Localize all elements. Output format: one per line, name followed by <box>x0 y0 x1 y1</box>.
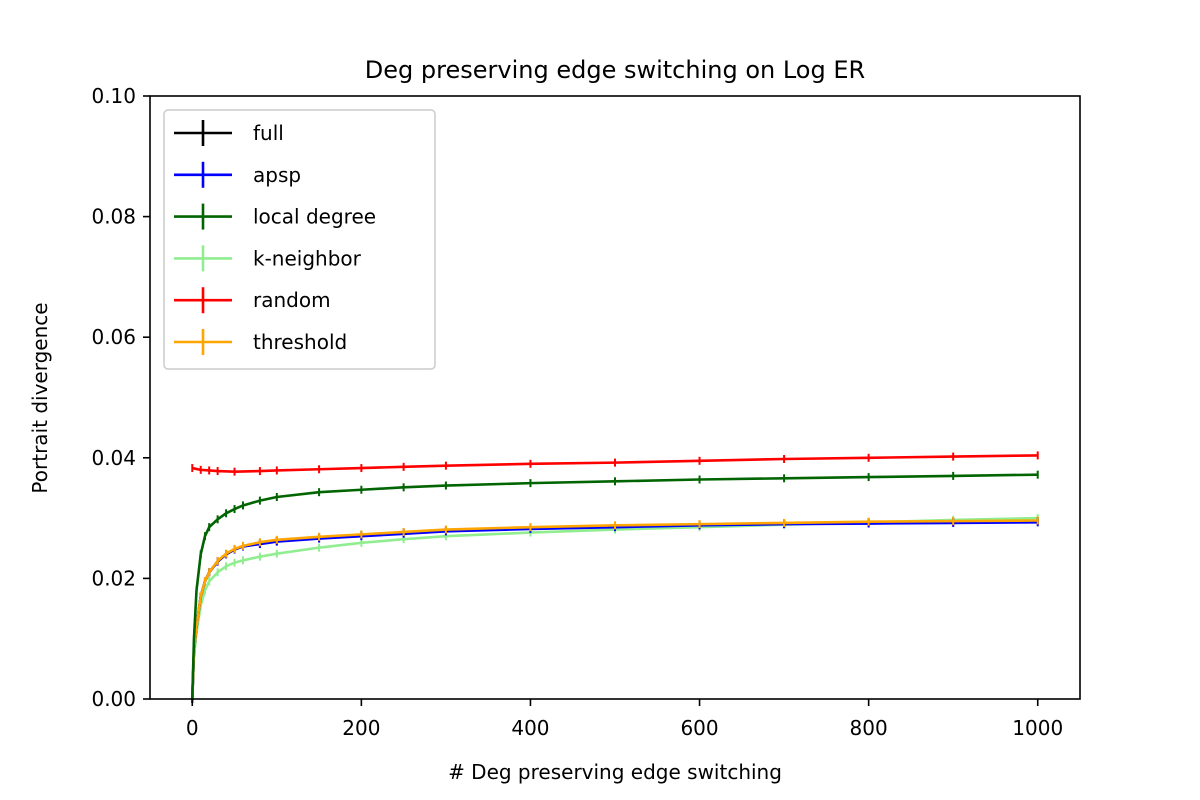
legend-item: full <box>174 120 284 146</box>
x-tick-label: 1000 <box>1012 716 1063 740</box>
y-tick-label: 0.10 <box>91 84 136 108</box>
plot-frame <box>149 95 1081 700</box>
x-tick-label: 0 <box>186 716 199 740</box>
series-layer <box>190 451 1039 703</box>
legend-label: k-neighbor <box>253 246 362 270</box>
x-tick-label: 600 <box>680 716 718 740</box>
x-tick-label: 800 <box>850 716 888 740</box>
legend-item: k-neighbor <box>174 245 362 272</box>
y-tick-label: 0.06 <box>91 325 136 349</box>
y-tick-label: 0.04 <box>91 446 136 470</box>
y-axis-label: Portrait divergence <box>28 302 52 493</box>
y-tick-label: 0.08 <box>91 205 136 229</box>
legend-label: local degree <box>253 205 376 229</box>
legend-label: threshold <box>253 330 347 354</box>
x-tick-label: 200 <box>342 716 380 740</box>
legend-item: local degree <box>174 203 376 230</box>
legend-label: random <box>253 288 331 312</box>
x-axis-label: # Deg preserving edge switching <box>448 760 782 784</box>
chart-title: Deg preserving edge switching on Log ER <box>365 56 865 84</box>
series-random <box>191 451 1039 476</box>
x-axis: 0 200 400 600 800 1000 <box>186 699 1063 740</box>
series-local-degree <box>190 470 1039 703</box>
y-tick-label: 0.02 <box>91 566 136 590</box>
legend-item: threshold <box>174 329 347 355</box>
legend: full apsp local degree k-neighbor random thre… <box>163 109 436 370</box>
x-tick-label: 400 <box>511 716 549 740</box>
legend-label: full <box>253 121 284 145</box>
legend-item: apsp <box>174 161 301 188</box>
y-tick-label: 0.00 <box>91 687 136 711</box>
legend-label: apsp <box>253 163 301 187</box>
y-axis: 0.00 0.02 0.04 0.06 0.08 0.10 <box>91 84 150 711</box>
series-line <box>191 454 1038 473</box>
legend-item: random <box>174 287 331 314</box>
